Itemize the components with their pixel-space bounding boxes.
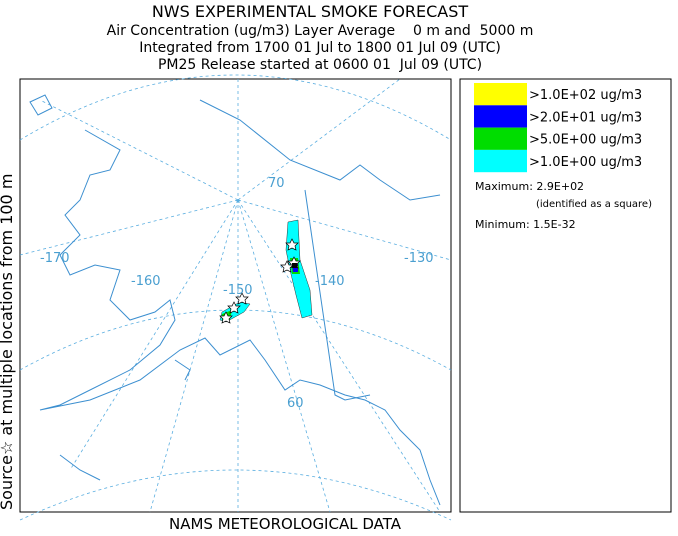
legend-label: >2.0E+01 ug/m3 (529, 110, 642, 125)
graticule-label: -150 (223, 283, 253, 298)
graticule (19, 78, 452, 513)
graticule-label: 70 (268, 176, 285, 191)
legend-swatch (474, 127, 527, 150)
graticule-label: 60 (287, 396, 304, 411)
legend-label: >1.0E+02 ug/m3 (529, 88, 642, 103)
maximum-note: (identified as a square) (536, 199, 652, 210)
legend-swatch (474, 105, 527, 128)
coastline (39, 99, 441, 506)
coastline (29, 94, 53, 116)
graticule (19, 469, 452, 521)
legend: Maximum: 2.9E+02 (identified as a square… (459, 78, 672, 513)
coastline (59, 359, 191, 481)
max-square (292, 263, 297, 268)
graticule-label: -170 (40, 251, 70, 266)
legend-label: >5.0E+00 ug/m3 (529, 133, 642, 148)
title: NWS EXPERIMENTAL SMOKE FORECAST (152, 2, 469, 21)
subtitle: Air Concentration (ug/m3) Layer Average … (107, 23, 534, 39)
graticule (19, 309, 452, 371)
subtitle: PM25 Release started at 0600 01 Jul 09 (… (158, 57, 482, 73)
graticule-label: -140 (315, 274, 345, 289)
legend-swatch (474, 83, 527, 106)
bottom-label: NAMS METEOROLOGICAL DATA (169, 515, 402, 532)
legend-label: >1.0E+00 ug/m3 (529, 155, 642, 170)
graticule-label: -160 (131, 274, 161, 289)
subtitle: Integrated from 1700 01 Jul to 1800 01 J… (139, 40, 501, 56)
legend-swatch (474, 149, 527, 173)
side-label: Source☆ at multiple locations from 100 m (0, 174, 16, 510)
border (304, 189, 371, 401)
minimum: Minimum: 1.5E-32 (475, 218, 576, 231)
maximum: Maximum: 2.9E+02 (475, 180, 584, 193)
map: -170 -160 -150 -140 -130 70 60 (19, 74, 452, 521)
graticule-label: -130 (404, 251, 434, 266)
map-frame (19, 78, 452, 513)
graticule (19, 74, 452, 141)
